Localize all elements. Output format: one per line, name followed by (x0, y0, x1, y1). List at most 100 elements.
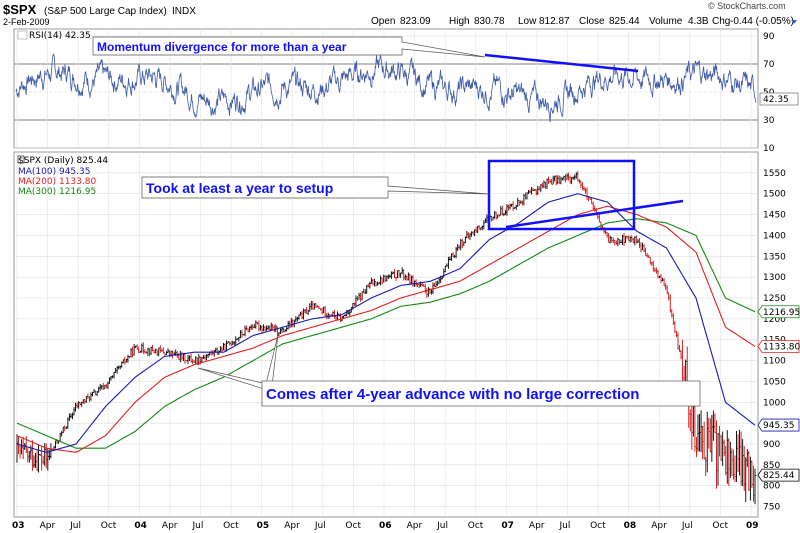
x-tick-label: Oct (712, 521, 728, 531)
setup-callout-box (141, 176, 490, 199)
ticker-exchange: INDX (172, 6, 196, 17)
open-label: Open (371, 16, 395, 27)
x-tick-label: 09 (746, 521, 759, 531)
x-tick-label: Apr (40, 521, 56, 531)
x-tick-label: Jul (559, 521, 571, 531)
x-tick-label: 06 (379, 521, 392, 531)
ticker-symbol: $SPX (3, 2, 37, 17)
x-tick-label: 05 (257, 521, 270, 531)
x-tick-label: Jul (436, 521, 448, 531)
rsi-label: RSI(14) 42.35 (17, 30, 91, 41)
price-tick-label: 1400 (763, 231, 786, 241)
momentum-callout-box (92, 36, 486, 58)
x-tick-label: Jul (69, 521, 81, 531)
x-axis: 03 Apr Jul Oct 04 Apr Jul Oct 05 Apr Jul Oct 06 Apr Ju… (12, 521, 759, 531)
price-legend-item: MA(200) 1133.80 (18, 177, 96, 187)
price-tick-label: 1350 (763, 252, 786, 262)
price-legend-item: MA(300) 1216.95 (18, 187, 96, 197)
chg-label-visible: Chg (712, 16, 730, 27)
ma200-line (16, 205, 756, 453)
price-tick-label: 1000 (763, 398, 786, 408)
rsi-line (15, 53, 757, 122)
annotations: Momentum divergence for more than a year… (92, 36, 701, 407)
price-tick-label: 750 (763, 503, 780, 513)
x-tick-label: Apr (162, 521, 178, 531)
x-tick-label: 08 (624, 521, 637, 531)
chg-value: -0.44 (-0.05%) (730, 16, 794, 27)
ma300-line (16, 218, 756, 449)
advance-callout-text: Comes after 4-year advance with no large… (266, 386, 639, 403)
setup-callout-text: Took at least a year to setup (146, 180, 333, 196)
x-tick-label: Oct (345, 521, 361, 531)
price-tick-label: 1250 (763, 294, 786, 304)
x-tick-label: Jul (192, 521, 204, 531)
watermark: © StockCharts.com (708, 1, 786, 11)
rsi-tick-label: 30 (763, 116, 775, 126)
price-tick-label: 1450 (763, 211, 786, 221)
x-tick-label: Jul (314, 521, 326, 531)
price-tick-label: 1100 (763, 357, 786, 367)
x-tick-label: Oct (468, 521, 484, 531)
close-value: 825.44 (609, 16, 640, 27)
ticker-name: (S&P 500 Large Cap Index) (44, 6, 167, 17)
price-value-tag (757, 340, 800, 353)
price-value-tag-text: 1133.80 (763, 342, 800, 352)
price-tick-label: 800 (763, 482, 780, 492)
chart-date: 2-Feb-2009 (3, 17, 50, 27)
price-label-text: $SPX (Daily) 825.44 (18, 156, 108, 166)
price-value-tag (757, 468, 800, 482)
x-tick-label: Apr (284, 521, 300, 531)
x-tick-label: Apr (407, 521, 423, 531)
momentum-callout-text: Momentum divergence for more than a year (97, 40, 347, 54)
price-tick-label: 1500 (763, 190, 786, 200)
price-divergence-trendline (505, 199, 684, 229)
volume-value: 4.3B (688, 16, 709, 27)
price-value-tag-text: 825.44 (763, 471, 795, 481)
price-tick-label: 1050 (763, 377, 786, 387)
x-tick-label: 07 (501, 521, 514, 531)
high-label: High (449, 16, 470, 27)
x-tick-label: Apr (651, 521, 667, 531)
price-tick-label: 1200 (763, 315, 786, 325)
chart-header: $SPX (S&P 500 Large Cap Index) INDX 2-Fe… (3, 1, 786, 27)
advance-callout-box (261, 380, 701, 407)
price-legend-item: MA(100) 945.35 (18, 167, 90, 177)
close-label: Close (579, 16, 605, 27)
rsi-label-text: RSI(14) 42.35 (29, 31, 91, 41)
rsi-tick-label: 70 (763, 60, 775, 70)
price-value-tags: 1216.95 1133.80 945.35 825.44 (757, 305, 800, 482)
open-value: 823.09 (400, 16, 431, 27)
x-tick-label: Jul (681, 521, 693, 531)
rsi-value-tag-text: 42.35 (763, 95, 789, 105)
x-tick-label: Oct (101, 521, 117, 531)
rsi-value-tag (759, 92, 799, 106)
chg-readout: Chg (712, 16, 730, 27)
price-tick-label: 1300 (763, 273, 786, 283)
dropdown-triangle-icon[interactable] (791, 20, 797, 24)
volume-label: Volume (649, 16, 683, 27)
price-legend-swatch (17, 155, 25, 164)
rsi-tick-label: 90 (763, 32, 775, 42)
price-value-tag-text: 945.35 (763, 421, 795, 431)
setup-rectangle (487, 159, 636, 231)
low-label: Low (518, 16, 537, 27)
low-value: 812.87 (539, 16, 570, 27)
ma100-line (16, 193, 756, 453)
price-tick-label: 900 (763, 440, 780, 450)
price-panel: 1550150014501400135013001250120011501100… (13, 151, 800, 518)
x-tick-label: Oct (590, 521, 606, 531)
price-legend: $SPX (Daily) 825.44 MA(100) 945.35MA(200… (17, 155, 108, 197)
rsi-divergence-trendline (484, 53, 639, 73)
price-bars (16, 170, 757, 505)
price-value-tag-text: 1216.95 (763, 308, 800, 318)
rsi-tick-label: 10 (763, 144, 775, 154)
x-tick-label: Apr (529, 521, 545, 531)
x-tick-label: 04 (134, 521, 147, 531)
price-value-tag (757, 418, 800, 432)
price-value-tag (757, 305, 800, 319)
price-tick-label: 1550 (763, 169, 786, 179)
price-tick-label: 850 (763, 461, 780, 471)
x-tick-label: 03 (12, 521, 25, 531)
